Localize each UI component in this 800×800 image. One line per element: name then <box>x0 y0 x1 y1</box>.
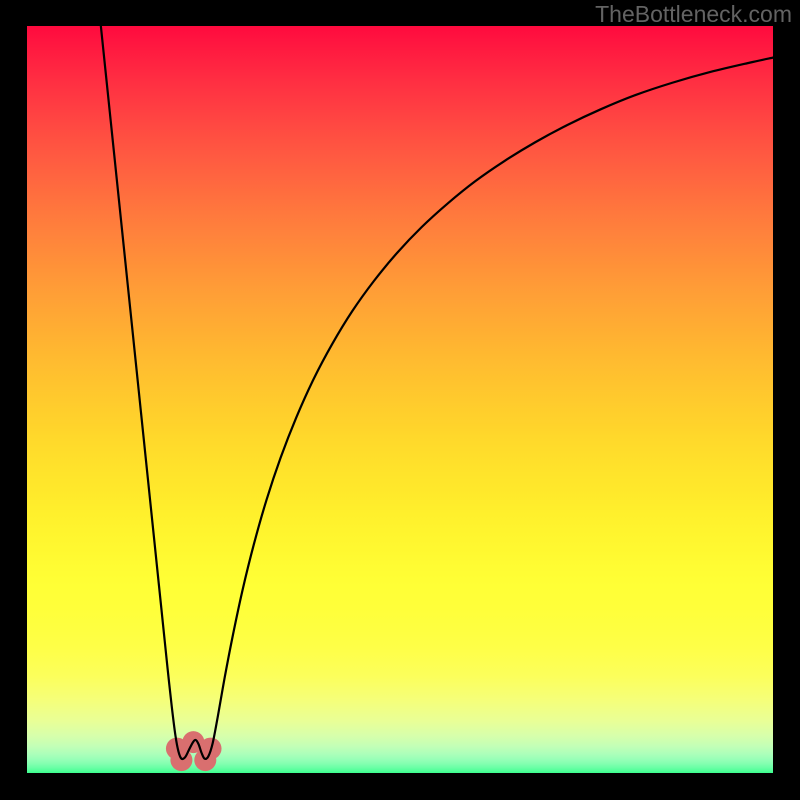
plot-area <box>27 26 773 773</box>
chart-svg <box>27 26 773 773</box>
watermark-text: TheBottleneck.com <box>595 1 792 28</box>
